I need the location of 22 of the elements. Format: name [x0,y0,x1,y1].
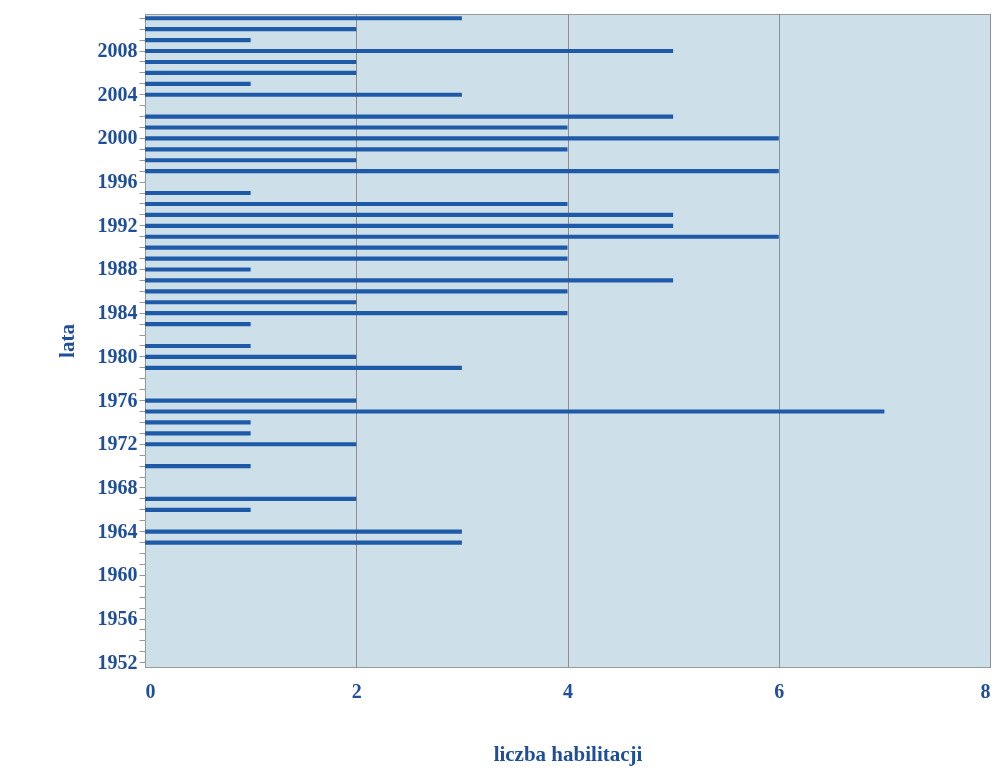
y-tick-label: 2008 [97,39,138,62]
x-tick-label: 8 [980,679,991,702]
y-axis-title: lata [54,323,79,358]
y-tick-label: 1968 [97,475,138,498]
y-tick-label: 1984 [97,301,138,324]
x-tick-label: 4 [563,679,573,702]
y-tick-label: 1992 [97,213,138,236]
y-tick-label: 1996 [97,170,138,193]
x-tick-label: 0 [145,679,156,702]
x-tick-label: 6 [774,679,785,702]
x-axis-title: liczba habilitacji [493,741,643,766]
y-tick-label: 1976 [97,388,138,411]
y-tick-label: 2000 [97,126,138,149]
y-tick-label: 1956 [97,607,138,630]
y-tick-label: 1972 [97,432,138,455]
y-tick-label: 2004 [97,82,138,105]
y-tick-label: 1960 [97,563,138,586]
y-tick-label: 1952 [97,650,138,673]
y-tick-label: 1964 [97,519,138,542]
x-tick-label: 2 [351,679,362,702]
y-tick-label: 1988 [97,257,138,280]
y-tick-label: 1980 [97,344,138,367]
